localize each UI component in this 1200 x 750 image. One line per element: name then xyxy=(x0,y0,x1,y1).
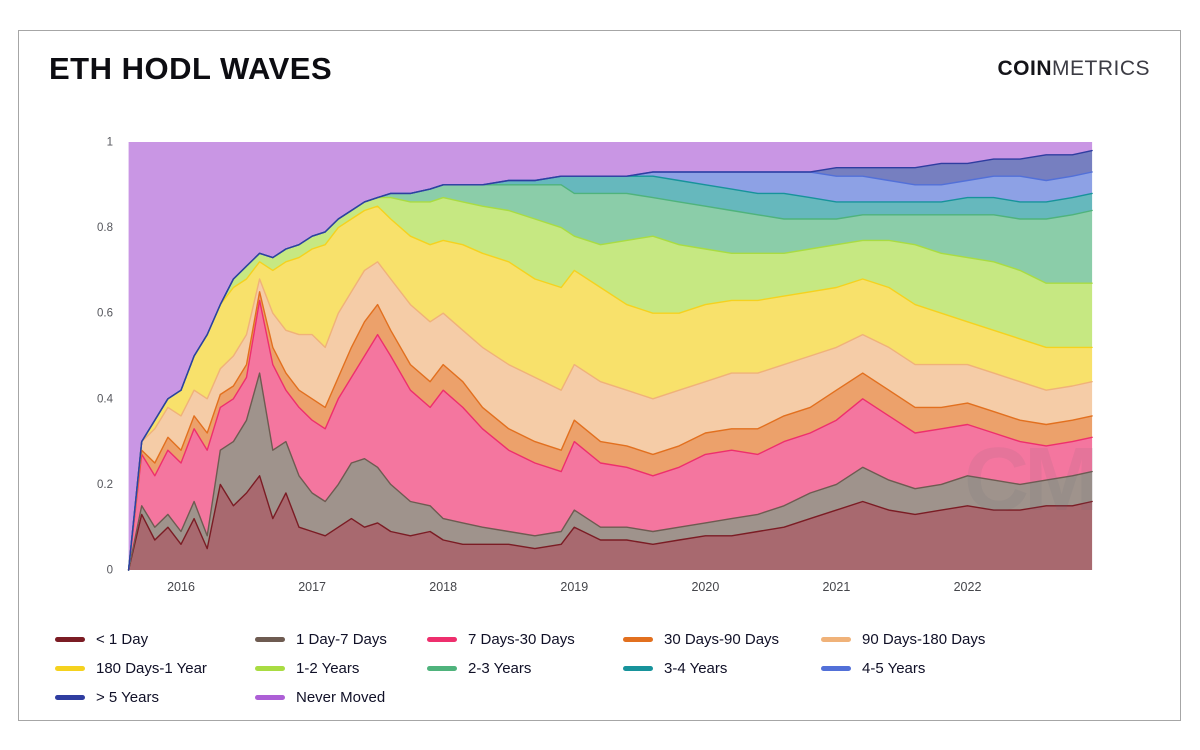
legend-label: 7 Days-30 Days xyxy=(468,631,575,648)
band-2-3-years xyxy=(128,184,1093,571)
legend-label: 30 Days-90 Days xyxy=(664,631,780,648)
band-line-90-days-180-days xyxy=(127,261,1093,571)
legend-item-never-moved[interactable]: Never Moved xyxy=(255,687,427,708)
band-line-1-day-7-days xyxy=(127,372,1093,571)
y-axis-tick: 0.2 xyxy=(97,479,113,491)
chart-header: ETH HODL WAVES COINMETRICS xyxy=(49,51,1150,87)
band-1-day-7-days xyxy=(128,373,1093,570)
x-axis-tick: 2018 xyxy=(429,580,457,594)
y-axis-tick: 0.4 xyxy=(97,393,114,405)
band-90-days-180-days xyxy=(128,261,1093,570)
x-axis-tick: 2019 xyxy=(560,580,588,594)
coinmetrics-logo: COINMETRICS xyxy=(998,57,1151,81)
legend-swatch xyxy=(55,666,85,671)
band-1-2-years xyxy=(128,197,1093,570)
legend-swatch xyxy=(427,666,457,671)
legend-label: 4-5 Years xyxy=(862,660,926,677)
chart-card: ETH HODL WAVES COINMETRICS 0 0.2 0.4 0.6 0.8… xyxy=(18,30,1181,721)
legend-label: 1 Day-7 Days xyxy=(296,631,387,648)
legend-item-1-day[interactable]: < 1 Day xyxy=(55,629,255,650)
legend-swatch xyxy=(821,666,851,671)
band-7-days-30-days xyxy=(128,300,1093,570)
x-axis-tick: 2016 xyxy=(167,580,195,594)
legend-item-2-3-years[interactable]: 2-3 Years xyxy=(427,658,623,679)
legend-item-4-5-years[interactable]: 4-5 Years xyxy=(821,658,1041,679)
chart-canvas: 0 0.2 0.4 0.6 0.8 1 2016 2017 2018 2019 2020 2021 20… xyxy=(97,137,1093,594)
x-axis-tick: 2021 xyxy=(822,580,850,594)
y-axis-tick: 1 xyxy=(107,137,113,149)
x-axis-tick: 2017 xyxy=(298,580,326,594)
band-1-day xyxy=(128,475,1093,570)
x-axis-tick: 2020 xyxy=(691,580,719,594)
y-axis-tick: 0.6 xyxy=(97,308,113,320)
legend-item-1-2-years[interactable]: 1-2 Years xyxy=(255,658,427,679)
legend-item-5-years[interactable]: > 5 Years xyxy=(55,687,255,708)
legend-item-180-days-1-year[interactable]: 180 Days-1 Year xyxy=(55,658,255,679)
coinmetrics-logo-coin: COIN xyxy=(997,57,1052,80)
legend-swatch xyxy=(623,666,653,671)
legend-item-90-days-180-days[interactable]: 90 Days-180 Days xyxy=(821,629,1041,650)
coinmetrics-logo-metrics: METRICS xyxy=(1052,57,1150,80)
page-title: ETH HODL WAVES xyxy=(49,51,333,86)
legend-swatch xyxy=(255,695,285,700)
legend-swatch xyxy=(255,637,285,642)
band-line-7-days-30-days xyxy=(127,299,1093,571)
legend-label: 1-2 Years xyxy=(296,660,360,677)
y-axis-tick: 0.8 xyxy=(97,222,113,234)
legend-swatch xyxy=(821,637,851,642)
band-line-30-days-90-days xyxy=(127,291,1093,571)
legend-label: 2-3 Years xyxy=(468,660,532,677)
hodl-waves-chart: 0 0.2 0.4 0.6 0.8 1 2016 2017 2018 2019 2020 2021 20… xyxy=(19,134,1182,604)
legend-item-7-days-30-days[interactable]: 7 Days-30 Days xyxy=(427,629,623,650)
legend-swatch xyxy=(55,695,85,700)
band-line-5-years xyxy=(127,149,1093,571)
legend-swatch xyxy=(623,637,653,642)
legend-swatch xyxy=(427,637,457,642)
legend-item-1-day-7-days[interactable]: 1 Day-7 Days xyxy=(255,629,427,650)
band-never-moved xyxy=(128,142,1093,570)
legend-label: > 5 Years xyxy=(96,689,159,706)
y-axis-tick: 0 xyxy=(107,565,113,577)
legend-label: 3-4 Years xyxy=(664,660,728,677)
legend-item-30-days-90-days[interactable]: 30 Days-90 Days xyxy=(623,629,821,650)
legend-item-3-4-years[interactable]: 3-4 Years xyxy=(623,658,821,679)
legend-label: 180 Days-1 Year xyxy=(96,660,207,677)
band-line-180-days-1-year xyxy=(127,205,1093,571)
legend-swatch xyxy=(255,666,285,671)
band-line-1-day xyxy=(127,475,1093,571)
legend-swatch xyxy=(55,637,85,642)
x-axis-tick: 2022 xyxy=(954,580,982,594)
band-180-days-1-year xyxy=(128,206,1093,570)
chart-legend: < 1 Day 1 Day-7 Days 7 Days-30 Days 30 Days… xyxy=(55,629,1165,708)
legend-label: < 1 Day xyxy=(96,631,149,648)
legend-label: Never Moved xyxy=(296,689,386,706)
legend-label: 90 Days-180 Days xyxy=(862,631,986,648)
